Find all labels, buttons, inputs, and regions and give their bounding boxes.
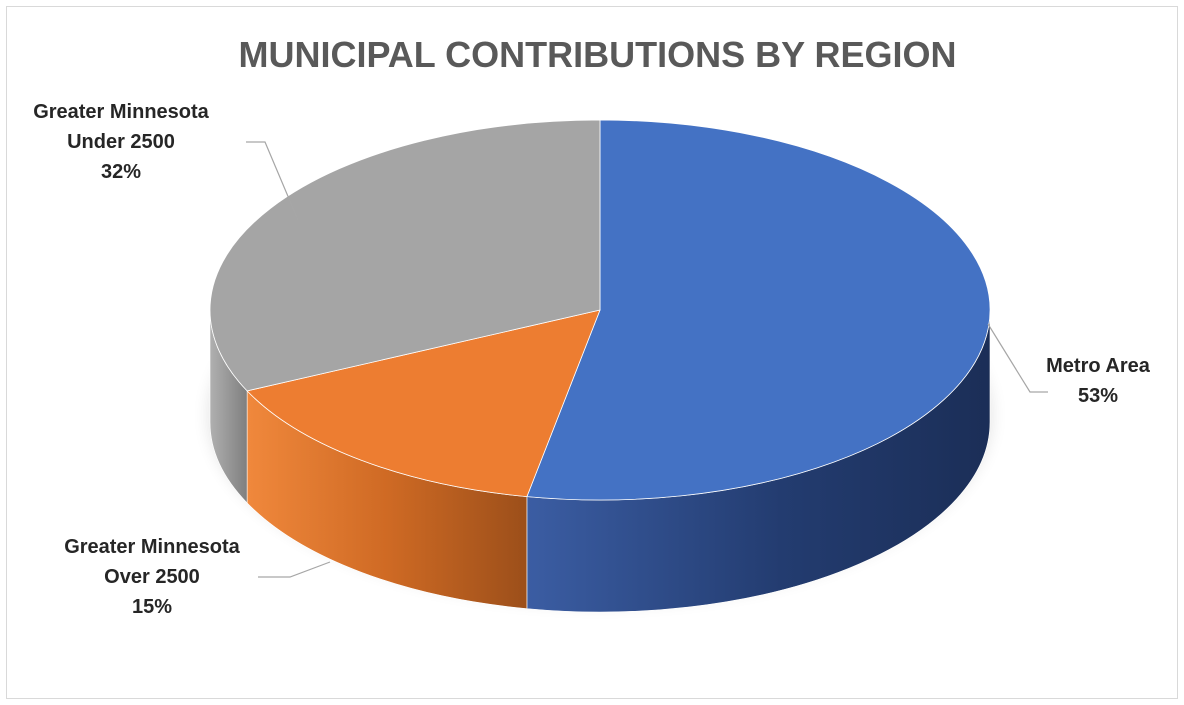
pie-slice-1: [246, 309, 601, 498]
leader-line-0: [987, 323, 1048, 393]
pie-slice-0: [526, 119, 991, 501]
pie-slice-2: [209, 119, 601, 392]
data-label-category: Under 2500: [67, 131, 175, 153]
data-label-1: Greater Minnesota Over 2500 15%: [64, 536, 240, 618]
pie-slices: [209, 119, 991, 501]
data-label-category: Greater Minnesota: [64, 536, 240, 558]
leader-line-2: [246, 141, 299, 221]
chart-title: MUNICIPAL CONTRIBUTIONS BY REGION: [238, 34, 957, 75]
data-label-value: 53%: [1078, 385, 1118, 407]
data-label-value: 32%: [101, 161, 141, 183]
data-label-value: 15%: [132, 596, 172, 618]
leader-line-1: [258, 561, 331, 578]
chart-frame: [6, 6, 1178, 699]
data-label-category: Metro Area: [1046, 355, 1151, 377]
data-label-category: Over 2500: [104, 566, 200, 588]
data-label-2: Greater Minnesota Under 2500 32%: [33, 101, 209, 183]
leader-lines: [246, 141, 1048, 578]
data-label-0: Metro Area 53%: [1046, 355, 1151, 407]
data-label-category: Greater Minnesota: [33, 101, 209, 123]
data-labels: Metro Area 53% Greater Minnesota Over 2500 1…: [33, 101, 1151, 618]
